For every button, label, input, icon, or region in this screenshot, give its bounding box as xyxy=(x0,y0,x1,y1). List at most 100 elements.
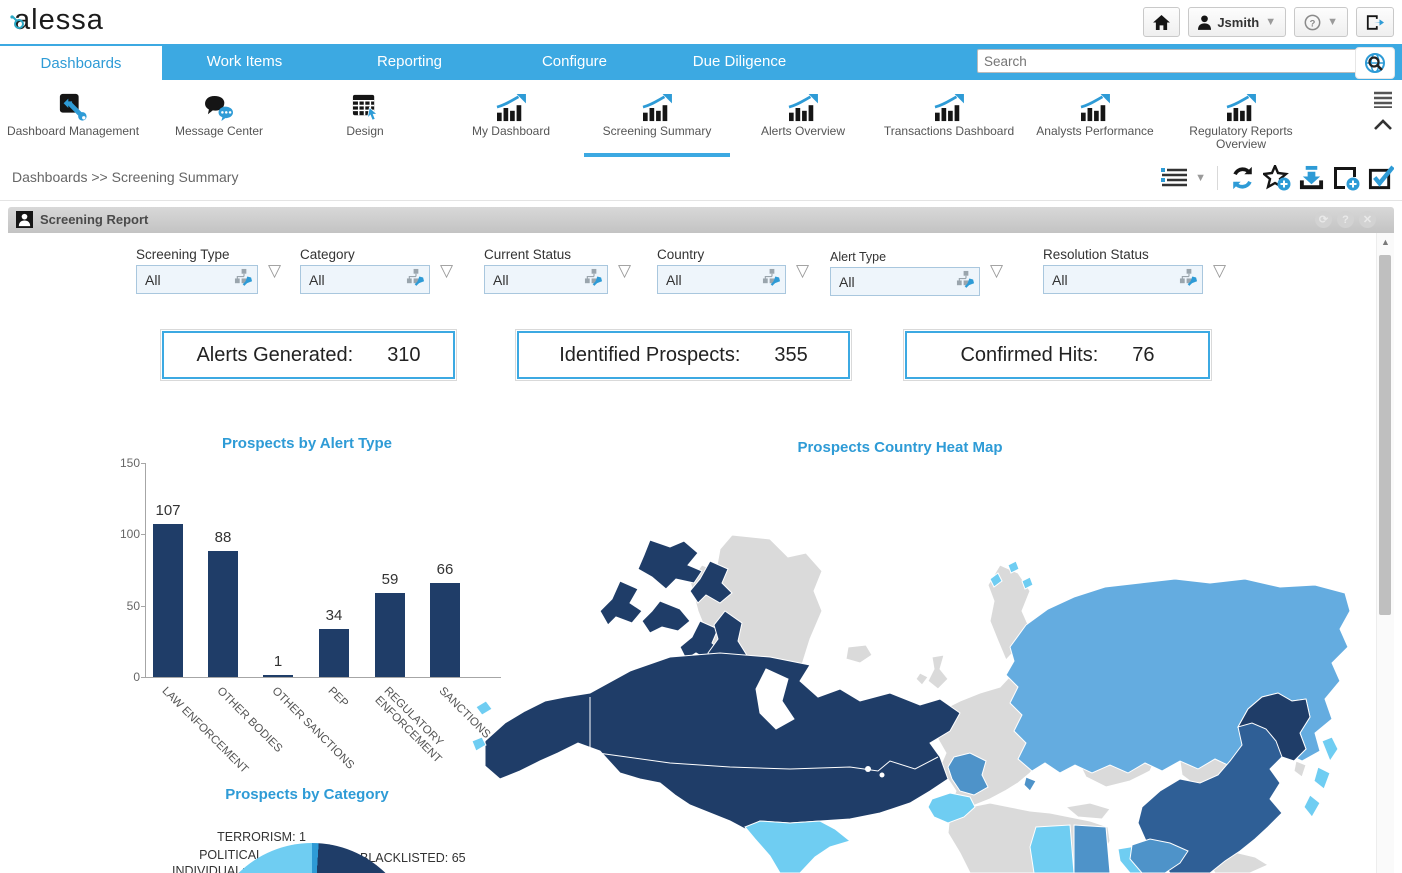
bar-other-bodies[interactable] xyxy=(208,551,238,677)
kpi-value: 355 xyxy=(774,343,808,366)
map-spain xyxy=(927,792,976,824)
filter-country-box[interactable]: All xyxy=(657,265,786,294)
tab-reporting[interactable]: Reporting xyxy=(376,53,443,70)
download-button[interactable] xyxy=(1298,165,1325,191)
user-menu-button[interactable]: Jsmith ▼ xyxy=(1188,7,1287,37)
y-axis-tick: 50 xyxy=(126,598,140,613)
panel-title: Screening Report xyxy=(40,212,149,227)
kpi-label: Alerts Generated: xyxy=(196,343,354,366)
user-name: Jsmith xyxy=(1217,14,1260,30)
scrollbar-thumb[interactable] xyxy=(1379,255,1391,615)
vertical-scrollbar[interactable]: ▲ xyxy=(1376,233,1394,873)
y-axis-tickmark xyxy=(141,677,146,678)
help-menu-button[interactable]: ? ▼ xyxy=(1294,7,1348,37)
tab-dashboards[interactable]: Dashboards xyxy=(0,44,162,80)
logo-text: alessa xyxy=(14,4,104,36)
screening-report-content: Screening Type All ▽ Category All ▽ Curr… xyxy=(8,233,1394,873)
bar-value-label: 34 xyxy=(325,606,343,624)
toolbar-item-analysts-performance[interactable]: Analysts Performance xyxy=(1022,80,1168,157)
panel-help-icon[interactable]: ? xyxy=(1337,211,1354,228)
map-egypt xyxy=(1073,824,1111,873)
report-list-button[interactable] xyxy=(1160,166,1188,190)
chevron-down-icon: ▼ xyxy=(1265,16,1277,28)
filter-resolution-status-box[interactable]: All xyxy=(1043,265,1203,294)
chevron-down-icon[interactable]: ▽ xyxy=(1213,261,1227,280)
filter-screening-type-box[interactable]: All xyxy=(136,265,258,294)
chevron-down-icon[interactable]: ▽ xyxy=(440,261,454,280)
hierarchy-edit-icon xyxy=(1179,268,1198,292)
tab-configure[interactable]: Configure xyxy=(541,53,608,70)
bar-sanctions[interactable] xyxy=(430,582,460,677)
tab-work-items[interactable]: Work Items xyxy=(206,53,283,70)
chevron-down-icon[interactable]: ▽ xyxy=(268,261,282,280)
scroll-up-icon[interactable]: ▲ xyxy=(1381,237,1390,247)
world-heat-map[interactable] xyxy=(470,461,1385,873)
filter-screening-type: Screening Type All xyxy=(136,247,258,294)
person-badge-icon xyxy=(16,211,33,233)
report-list-icon xyxy=(1161,168,1188,187)
hierarchy-edit-icon xyxy=(406,268,425,292)
kpi-label: Confirmed Hits: xyxy=(960,343,1099,366)
kpi-value: 76 xyxy=(1132,343,1155,366)
hierarchy-edit-icon xyxy=(762,268,781,292)
home-button[interactable] xyxy=(1143,7,1181,37)
bar-chart[interactable]: 0 50 100 150 107 LAW ENFORCEMENT 88 OTHER BODIE… xyxy=(120,456,501,776)
toolbar-item-transactions-dashboard[interactable]: Transactions Dashboard xyxy=(876,80,1022,157)
toolbar-item-my-dashboard[interactable]: My Dashboard xyxy=(438,80,584,157)
kpi-label: Identified Prospects: xyxy=(559,343,741,366)
refresh-button[interactable] xyxy=(1229,165,1256,191)
hierarchy-edit-icon xyxy=(956,270,975,294)
map-india xyxy=(1129,838,1189,873)
screening-report-panel-header: Screening Report ⟳ ? ✕ xyxy=(8,207,1394,233)
svg-text:?: ? xyxy=(1310,18,1316,29)
kpi-alerts-generated: Alerts Generated: 310 xyxy=(160,329,457,381)
task-check-button[interactable] xyxy=(1367,165,1394,191)
menu-icon[interactable] xyxy=(1372,90,1394,109)
toolbar-item-regulatory-reports-overview[interactable]: Regulatory Reports Overview xyxy=(1168,80,1314,157)
favorite-add-button[interactable] xyxy=(1263,165,1291,191)
search-input[interactable] xyxy=(977,49,1359,73)
toolbar-item-message-center[interactable]: Message Center xyxy=(146,80,292,157)
bar-value-label: 1 xyxy=(273,653,283,670)
map-korea xyxy=(1293,760,1307,778)
map-ireland xyxy=(915,672,929,686)
bar-pep[interactable] xyxy=(319,628,349,677)
toolbar-item-alerts-overview[interactable]: Alerts Overview xyxy=(730,80,876,157)
chevron-down-icon[interactable]: ▽ xyxy=(618,261,632,280)
chevron-down-icon[interactable]: ▽ xyxy=(796,261,810,280)
filter-category-box[interactable]: All xyxy=(300,265,430,294)
logout-button[interactable] xyxy=(1356,7,1394,37)
chevron-down-icon[interactable]: ▼ xyxy=(1195,172,1206,184)
toolbar-item-design[interactable]: Design xyxy=(292,80,438,157)
filter-current-status-box[interactable]: All xyxy=(484,265,608,294)
chart-icon xyxy=(1022,88,1168,122)
search-button[interactable] xyxy=(1355,47,1395,79)
map-norway-specks xyxy=(989,560,1034,590)
refresh-icon xyxy=(1233,166,1252,190)
breadcrumb: Dashboards >> Screening Summary xyxy=(12,169,239,185)
chevron-down-icon[interactable]: ▽ xyxy=(990,261,1004,280)
y-axis-tick: 0 xyxy=(133,670,140,684)
heatmap-title: Prospects Country Heat Map xyxy=(797,439,1003,456)
bar-law-enforcement[interactable] xyxy=(153,524,183,677)
map-canada-usa xyxy=(484,539,961,830)
add-report-icon xyxy=(1334,167,1360,191)
dashboard-toolbar: Dashboard Management Message Center Desi… xyxy=(0,80,1402,158)
tab-due-diligence[interactable]: Due Diligence xyxy=(692,53,787,70)
toolbar-item-dashboard-management[interactable]: Dashboard Management xyxy=(0,80,146,157)
chevron-down-icon: ▼ xyxy=(1327,16,1338,28)
bar-value-label: 88 xyxy=(214,529,232,547)
toolbar-item-screening-summary[interactable]: Screening Summary xyxy=(584,80,730,157)
filter-alert-type-box[interactable]: All xyxy=(830,267,980,296)
panel-refresh-icon[interactable]: ⟳ xyxy=(1315,211,1332,228)
bar-regulatory-enforcement[interactable] xyxy=(375,592,405,677)
collapse-chevron-icon[interactable] xyxy=(1373,119,1393,131)
alessa-logo: alessa xyxy=(10,4,104,37)
panel-close-icon[interactable]: ✕ xyxy=(1359,211,1376,228)
pie-label-blacklisted: BLACKLISTED: 65 xyxy=(360,851,466,865)
add-report-button[interactable] xyxy=(1332,165,1360,191)
favorite-add-icon xyxy=(1263,165,1291,191)
chart-icon xyxy=(876,88,1022,122)
bar-other-sanctions[interactable] xyxy=(263,675,293,677)
